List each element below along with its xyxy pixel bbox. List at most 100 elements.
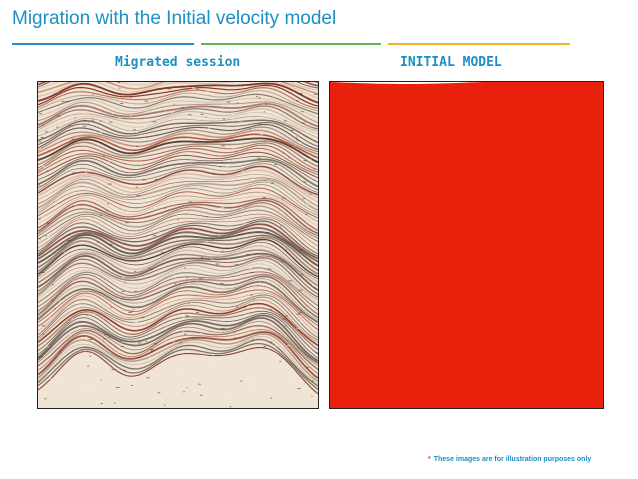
seismic-noise xyxy=(263,244,266,246)
seismic-noise xyxy=(302,198,305,200)
seismic-noise xyxy=(157,392,161,394)
seismic-reflector xyxy=(38,123,318,150)
seismic-noise xyxy=(97,342,99,344)
seismic-noise xyxy=(199,333,203,334)
seismic-noise xyxy=(218,235,221,237)
seismic-noise xyxy=(164,111,167,112)
seismic-noise xyxy=(61,379,65,381)
seismic-noise xyxy=(83,350,87,352)
seismic-noise xyxy=(191,337,196,339)
seismic-noise xyxy=(120,103,124,104)
seismic-reflector xyxy=(38,126,318,153)
velocity-layer xyxy=(330,82,603,408)
seismic-noise xyxy=(257,157,261,159)
seismic-noise xyxy=(145,110,147,112)
seismic-noise xyxy=(188,114,192,116)
seismic-noise xyxy=(279,360,282,362)
seismic-noise xyxy=(120,341,123,343)
seismic-noise xyxy=(236,306,239,308)
seismic-noise xyxy=(173,103,175,105)
seismic-reflector xyxy=(38,280,318,323)
seismic-reflector xyxy=(38,335,318,384)
seismic-reflector xyxy=(38,195,318,227)
seismic-noise xyxy=(255,96,258,98)
seismic-noise xyxy=(41,325,46,327)
seismic-reflector xyxy=(38,314,318,362)
seismic-noise xyxy=(199,278,203,280)
seismic-reflector xyxy=(38,285,318,326)
seismic-reflector xyxy=(38,333,318,382)
seismic-noise xyxy=(119,117,123,119)
seismic-noise xyxy=(309,193,312,195)
seismic-noise xyxy=(258,146,261,148)
seismic-noise xyxy=(305,213,308,215)
seismic-noise xyxy=(91,184,93,186)
seismic-noise xyxy=(245,381,249,383)
seismic-noise xyxy=(91,244,93,246)
seismic-noise xyxy=(290,129,294,131)
seismic-noise xyxy=(299,312,302,314)
seismic-noise xyxy=(74,196,78,198)
seismic-noise xyxy=(59,300,64,302)
seismic-noise xyxy=(104,334,108,336)
seismic-noise xyxy=(38,124,41,126)
seismic-noise xyxy=(200,113,204,115)
seismic-noise xyxy=(141,179,146,181)
seismic-reflector xyxy=(38,307,318,351)
seismic-noise xyxy=(296,100,299,102)
seismic-noise xyxy=(71,138,75,140)
seismic-noise xyxy=(108,336,111,338)
seismic-reflector xyxy=(38,223,318,260)
seismic-noise xyxy=(129,115,133,117)
seismic-noise xyxy=(238,283,240,285)
seismic-reflector xyxy=(38,241,318,280)
seismic-noise xyxy=(163,404,166,406)
seismic-noise xyxy=(285,315,288,317)
seismic-reflector xyxy=(38,216,318,251)
seismic-noise xyxy=(124,282,126,284)
seismic-noise xyxy=(38,148,42,150)
seismic-noise xyxy=(248,267,252,269)
seismic-noise xyxy=(257,122,262,124)
seismic-noise xyxy=(179,342,182,344)
seismic-noise xyxy=(103,338,106,340)
seismic-noise xyxy=(183,201,185,203)
seismic-noise xyxy=(40,87,42,89)
seismic-reflector xyxy=(38,165,318,196)
seismic-noise xyxy=(38,218,41,220)
seismic-reflector xyxy=(38,218,318,255)
seismic-noise xyxy=(241,169,243,171)
seismic-noise xyxy=(111,368,115,370)
seismic-noise xyxy=(87,122,89,124)
seismic-noise xyxy=(240,207,244,209)
seismic-noise xyxy=(226,166,229,168)
seismic-reflector xyxy=(38,289,318,331)
seismic-noise xyxy=(234,331,236,333)
seismic-noise xyxy=(67,306,69,307)
seismic-reflector xyxy=(38,249,318,287)
seismic-noise xyxy=(134,321,138,323)
seismic-noise xyxy=(130,97,132,98)
seismic-noise xyxy=(270,397,272,399)
seismic-noise xyxy=(117,351,121,353)
caption-initial-model: INITIAL MODEL xyxy=(400,55,502,70)
seismic-noise xyxy=(277,82,281,84)
seismic-noise xyxy=(134,162,137,164)
seismic-noise xyxy=(86,315,88,317)
seismic-noise xyxy=(189,163,192,165)
seismic-section-graphic xyxy=(38,82,318,408)
seismic-noise xyxy=(51,299,53,301)
seismic-noise xyxy=(250,272,254,273)
seismic-noise xyxy=(111,113,114,115)
seismic-noise xyxy=(149,349,154,351)
seismic-noise xyxy=(113,274,115,276)
seismic-noise xyxy=(301,122,305,124)
seismic-noise xyxy=(225,395,230,397)
seismic-noise xyxy=(62,292,65,294)
seismic-noise xyxy=(178,390,182,392)
seismic-noise xyxy=(74,117,76,119)
seismic-noise xyxy=(257,365,259,367)
seismic-noise xyxy=(313,329,316,331)
seismic-noise xyxy=(180,107,184,109)
seismic-noise xyxy=(165,328,167,330)
